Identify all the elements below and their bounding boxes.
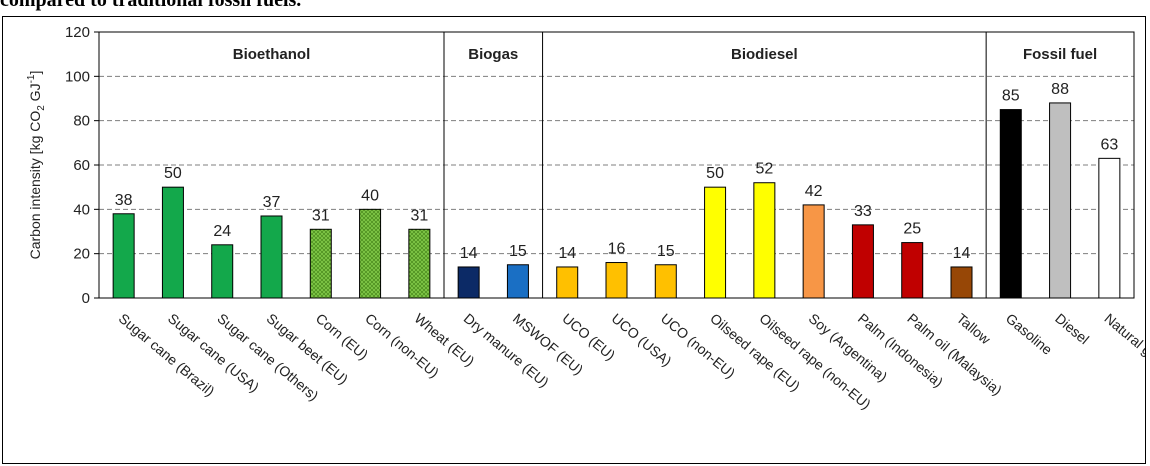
y-tick-label: 120	[65, 24, 90, 41]
bar	[113, 214, 134, 298]
y-axis-label: Carbon intensity [kg CO2 GJ-1]	[26, 71, 47, 260]
bar	[754, 183, 775, 298]
x-category-label: Oilseed rape (EU)	[707, 310, 803, 394]
chart-frame: 0 20 40 60 80 100 120 Bioethanol Biogas Biodiesel…	[2, 16, 1146, 464]
bar	[409, 229, 430, 298]
bar	[1050, 103, 1071, 298]
x-category-label: Natural gas	[1101, 310, 1145, 368]
x-category-label: Palm (Indonesia)	[855, 310, 946, 390]
data-label: 42	[805, 183, 823, 200]
group-label: Bioethanol	[233, 46, 311, 63]
data-label: 37	[263, 194, 281, 211]
data-label: 25	[903, 221, 921, 238]
y-tick-label: 60	[73, 157, 90, 174]
bar	[458, 267, 479, 298]
bar	[507, 265, 528, 298]
bar	[360, 209, 381, 298]
bar	[212, 245, 233, 298]
data-label: 40	[361, 187, 379, 204]
bar	[655, 265, 676, 298]
x-category-label: Tallow	[954, 310, 995, 348]
bar	[1099, 158, 1120, 298]
group-label: Fossil fuel	[1023, 46, 1097, 63]
y-tick-label: 40	[73, 201, 90, 218]
y-tick-label: 100	[65, 68, 90, 85]
data-label: 50	[706, 165, 724, 182]
data-label: 38	[115, 192, 133, 209]
x-category-label: Diesel	[1052, 310, 1092, 347]
bar	[852, 225, 873, 298]
data-label: 63	[1100, 136, 1118, 153]
group-label: Biogas	[468, 46, 518, 63]
bar	[557, 267, 578, 298]
data-label: 85	[1002, 88, 1020, 105]
bar	[803, 205, 824, 298]
data-label: 52	[755, 161, 773, 178]
carbon-intensity-bar-chart: 0 20 40 60 80 100 120 Bioethanol Biogas Biodiesel…	[3, 17, 1145, 463]
bar	[606, 263, 627, 298]
data-label: 31	[312, 207, 330, 224]
figure-caption: compared to traditional fossil fuels.	[0, 0, 301, 12]
data-label: 14	[460, 245, 478, 262]
data-label: 31	[410, 207, 428, 224]
data-label: 14	[558, 245, 576, 262]
bar	[705, 187, 726, 298]
y-tick-label: 80	[73, 113, 90, 130]
x-category-label: Dry manure (EU)	[461, 310, 552, 390]
y-tick-label: 0	[82, 290, 90, 307]
x-category-label: Gasoline	[1003, 310, 1056, 358]
group-label: Biodiesel	[731, 46, 798, 63]
data-label: 50	[164, 165, 182, 182]
data-label: 15	[509, 243, 527, 260]
bar	[162, 187, 183, 298]
bar	[261, 216, 282, 298]
bar	[1000, 110, 1021, 298]
data-label: 24	[213, 223, 231, 240]
y-tick-label: 20	[73, 246, 90, 263]
bar	[951, 267, 972, 298]
data-label: 33	[854, 203, 872, 220]
data-label: 16	[608, 241, 626, 258]
data-label: 14	[953, 245, 971, 262]
data-label: 15	[657, 243, 675, 260]
bar	[902, 243, 923, 298]
x-category-label: Palm oil (Malaysia)	[904, 310, 1005, 398]
data-label: 88	[1051, 81, 1069, 98]
bar	[310, 229, 331, 298]
